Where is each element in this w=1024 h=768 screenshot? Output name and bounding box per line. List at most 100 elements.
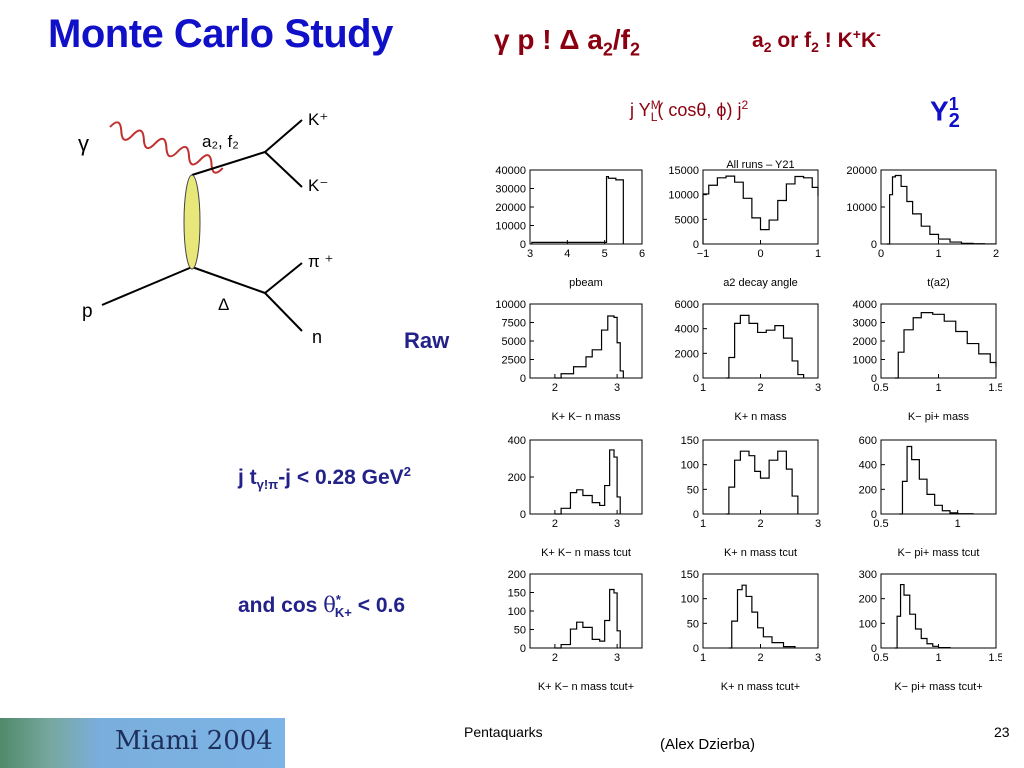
histogram-line bbox=[726, 450, 799, 515]
superscript: 2 bbox=[741, 98, 749, 112]
histogram-panel: 40000 30000 20000 10000 03 4 5 6 pbeam bbox=[495, 165, 645, 289]
subscript: 2 bbox=[763, 39, 772, 56]
gamma-label: γ bbox=[78, 131, 89, 156]
x-tick-label: 1 bbox=[700, 652, 706, 664]
n-label: n bbox=[312, 327, 322, 347]
delta-label: Δ bbox=[218, 295, 229, 314]
histogram-line bbox=[728, 584, 796, 649]
x-tick-label: 2 bbox=[552, 382, 558, 394]
y-tick-label: 4000 bbox=[675, 324, 699, 336]
x-tick-label: 1 bbox=[955, 518, 961, 530]
y-tick-label: 7500 bbox=[502, 318, 526, 330]
x-tick-label: 3 bbox=[815, 382, 821, 394]
histogram-line bbox=[702, 175, 819, 244]
kplus-label: K⁺ bbox=[308, 110, 328, 129]
y-tick-label: 50 bbox=[687, 618, 699, 630]
y-tick-label: 5000 bbox=[675, 214, 699, 226]
x-tick-label: 3 bbox=[527, 248, 533, 260]
x-tick-label: 3 bbox=[815, 652, 821, 664]
x-axis-label: t(a2) bbox=[927, 277, 950, 289]
plot-frame bbox=[702, 303, 819, 379]
histogram-line bbox=[894, 312, 997, 379]
decay-text: K bbox=[860, 29, 877, 52]
histogram-line bbox=[554, 315, 624, 379]
histogram-panel: 150 100 50 01 2 3 K+ n mass tcut+ bbox=[681, 569, 821, 693]
plot-frame bbox=[880, 169, 997, 245]
footer-topic: Pentaquarks bbox=[464, 724, 543, 740]
y-tick-label: 200 bbox=[508, 472, 526, 484]
y12-text: Y bbox=[930, 95, 949, 127]
x-axis-label: a2 decay angle bbox=[723, 277, 798, 289]
histogram-panel: 400 200 0 2 3 K+ K− n mass tcut bbox=[508, 435, 643, 559]
histogram-line bbox=[554, 588, 621, 649]
histogram-line bbox=[899, 445, 974, 515]
x-tick-label: 1.5 bbox=[988, 382, 1002, 394]
x-axis-label: K− pi+ mass bbox=[908, 411, 970, 423]
x-tick-label: 0.5 bbox=[873, 518, 888, 530]
y-tick-label: 2500 bbox=[502, 355, 526, 367]
plot-title: All runs – Y21 bbox=[726, 159, 794, 171]
x-tick-label: 1 bbox=[935, 248, 941, 260]
subscript: L bbox=[650, 109, 658, 124]
subscript: K+ bbox=[334, 605, 352, 621]
y-tick-label: 3000 bbox=[853, 318, 877, 330]
y-tick-label: 2000 bbox=[853, 336, 877, 348]
y-tick-label: 5000 bbox=[502, 336, 526, 348]
raw-label: Raw bbox=[404, 328, 450, 353]
y-tick-label: 0 bbox=[871, 373, 877, 385]
y-tick-label: 0 bbox=[871, 643, 877, 655]
histogram-line bbox=[726, 314, 805, 379]
x-axis-label: K+ K− n mass tcut+ bbox=[538, 681, 634, 693]
reaction-text: /f bbox=[612, 24, 630, 55]
subscript: 2 bbox=[948, 109, 960, 132]
x-tick-label: 0 bbox=[757, 248, 763, 260]
plot-frame bbox=[702, 573, 819, 649]
y-tick-label: 50 bbox=[514, 625, 526, 637]
histogram-panel: 10000 7500 5000 2500 0 2 3 K+ K− n mass bbox=[495, 299, 643, 423]
x-tick-label: 1 bbox=[935, 382, 941, 394]
plot-frame bbox=[529, 169, 643, 245]
x-tick-label: 2 bbox=[757, 382, 763, 394]
x-tick-label: 1.5 bbox=[988, 652, 1002, 664]
x-tick-label: 3 bbox=[614, 652, 620, 664]
superscript: 1 bbox=[948, 94, 959, 114]
conference-logo: Miami 2004 bbox=[0, 718, 285, 768]
y-tick-label: 50 bbox=[687, 484, 699, 496]
y-tick-label: 6000 bbox=[675, 299, 699, 311]
y-tick-label: 10000 bbox=[495, 221, 526, 233]
p-label: p bbox=[82, 301, 93, 322]
decay-text: a bbox=[752, 29, 764, 52]
delta-line bbox=[191, 266, 266, 294]
y-tick-label: 0 bbox=[520, 643, 526, 655]
x-tick-label: 1 bbox=[815, 248, 821, 260]
y-tick-label: 100 bbox=[508, 606, 526, 618]
superscript: M bbox=[650, 98, 661, 112]
y-tick-label: 200 bbox=[508, 569, 526, 581]
histogram-panel: 300 200 100 00.5 1 1.5 K− pi+ mass tcut+ bbox=[859, 569, 1002, 693]
histogram-panel: 6000 4000 2000 01 2 3 K+ n mass bbox=[675, 299, 822, 423]
plot-frame bbox=[529, 439, 643, 515]
x-axis-label: K− pi+ mass tcut+ bbox=[894, 681, 982, 693]
ylm-text: j Y bbox=[630, 100, 651, 120]
y-tick-label: 10000 bbox=[668, 190, 699, 202]
y-tick-label: 300 bbox=[859, 569, 877, 581]
y-tick-label: 0 bbox=[693, 643, 699, 655]
x-tick-label: 0 bbox=[878, 248, 884, 260]
y-tick-label: 2000 bbox=[675, 348, 699, 360]
y-tick-label: 0 bbox=[693, 373, 699, 385]
y-tick-label: 20000 bbox=[495, 202, 526, 214]
ylm-text: ( cosθ, ϕ) j bbox=[657, 100, 742, 120]
kplus-line bbox=[264, 119, 303, 153]
decay-text: or f bbox=[771, 29, 812, 52]
histogram-line bbox=[886, 174, 997, 245]
neutron-line bbox=[264, 292, 303, 332]
y12-label: Y12 bbox=[930, 94, 960, 133]
x-tick-label: 2 bbox=[757, 652, 763, 664]
x-axis-label: pbeam bbox=[569, 277, 603, 289]
subscript: 2 bbox=[811, 39, 819, 56]
ylm-formula: j YML( cosθ, ϕ) j2 bbox=[630, 98, 748, 124]
x-tick-label: 1 bbox=[700, 518, 706, 530]
y-tick-label: 150 bbox=[681, 569, 699, 581]
cos-text: < 0.6 bbox=[351, 594, 406, 617]
y-tick-label: 40000 bbox=[495, 165, 526, 177]
